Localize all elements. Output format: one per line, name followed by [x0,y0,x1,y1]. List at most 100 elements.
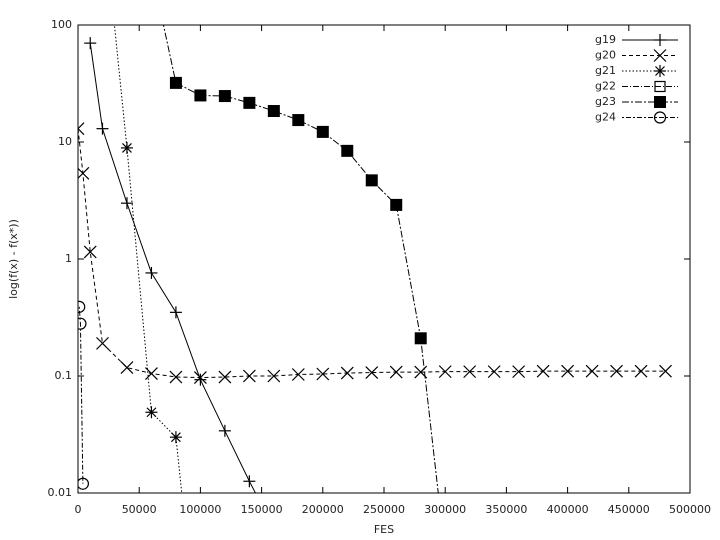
marker-stroke [267,369,281,383]
marker [561,364,575,378]
marker [414,332,427,345]
x-tick-label: 100000 [179,503,221,516]
marker [536,364,550,378]
legend-label: g22 [595,80,616,93]
marker [654,65,666,77]
marker-stroke [145,367,158,380]
marker [78,477,89,490]
marker-stroke [561,364,575,378]
marker [463,365,477,379]
marker [193,371,207,384]
marker [96,336,109,350]
marker-stroke [218,370,232,384]
marker-shape [653,111,667,124]
x-tick-label: 250000 [363,503,405,516]
marker-shape [169,76,182,89]
x-axis-label: FES [374,523,394,536]
marker [512,365,526,379]
marker [316,367,330,381]
marker-stroke [512,365,526,379]
marker [169,370,183,384]
marker [610,364,623,378]
marker [390,198,403,211]
marker-shape [316,125,329,138]
marker-stroke [585,364,599,378]
marker [78,317,87,330]
marker [292,114,305,127]
marker [291,368,305,381]
marker-stroke [438,365,452,379]
marker-stroke [610,364,623,378]
marker-shape [654,80,666,93]
marker [653,49,667,62]
marker [84,37,97,50]
marker-stroke [120,361,134,375]
marker [169,306,182,319]
marker [78,166,90,180]
marker-stroke [463,365,477,379]
marker [438,365,452,379]
marker-shape [218,90,231,103]
marker [145,266,158,279]
marker-stroke [169,370,183,384]
marker [654,80,666,93]
marker [194,89,207,102]
marker [487,365,501,379]
marker [653,111,667,124]
marker [267,369,281,383]
marker-shape [267,105,280,118]
y-axis-label: log(f(x) - f(x*)) [7,219,20,299]
marker [169,76,182,89]
y-tick-label: 100 [51,18,72,31]
marker [218,370,232,384]
y-tick-label: 1 [65,252,72,265]
marker [120,197,133,210]
series-line [89,43,257,493]
marker [659,364,672,378]
marker-stroke [634,364,648,378]
x-tick-label: 50000 [122,503,157,516]
marker [340,366,354,380]
plot-area [78,25,672,493]
marker-shape [243,96,256,109]
marker-shape [654,96,666,108]
marker-stroke [316,367,330,381]
marker-stroke [96,336,109,350]
marker [654,96,666,108]
marker-stroke [655,66,665,76]
x-tick-label: 150000 [241,503,283,516]
marker [243,475,256,488]
marker [169,431,182,444]
marker-shape [414,332,427,345]
marker-shape [341,144,354,157]
marker-stroke [78,127,85,136]
x-tick-label: 500000 [669,503,711,516]
x-tick-label: 350000 [485,503,527,516]
marker [96,122,109,135]
y-tick-label: 0.1 [55,369,73,382]
x-tick-label: 400000 [547,503,589,516]
marker-shape [390,198,403,211]
marker-stroke [146,407,157,418]
marker [316,125,329,138]
series-line [78,128,666,379]
legend-label: g24 [595,111,616,124]
marker [145,406,158,419]
marker-shape [292,114,305,127]
marker-stroke [242,369,256,383]
marker-stroke [414,365,428,379]
marker [365,174,378,187]
marker-stroke [536,364,550,378]
marker [365,366,379,379]
marker-stroke [122,142,132,153]
marker [145,367,158,380]
marker [218,424,231,437]
marker-stroke [193,371,207,384]
marker-stroke [340,366,354,380]
x-tick-label: 300000 [424,503,466,516]
marker [120,361,134,375]
marker-stroke [83,245,97,259]
marker [78,122,85,136]
marker [341,144,354,157]
